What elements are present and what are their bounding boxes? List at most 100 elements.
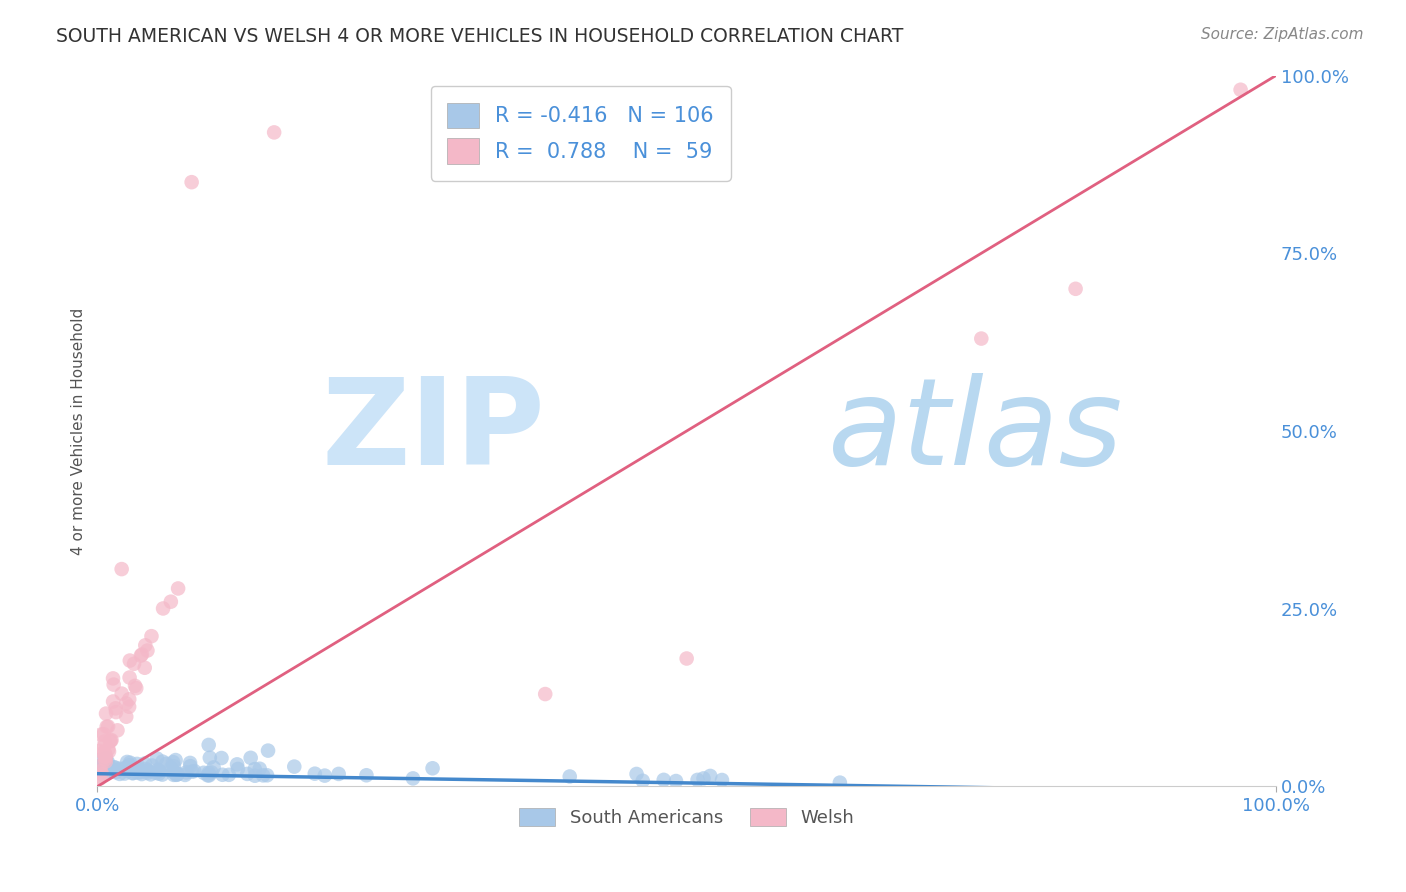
Text: atlas: atlas [828, 373, 1123, 490]
Point [402, 772, 425, 786]
Point [141, 758, 163, 772]
Point [534, 687, 557, 701]
Point [121, 766, 143, 780]
Point [97, 719, 120, 733]
Point [243, 769, 266, 783]
Point [89, 772, 111, 786]
Point [101, 672, 124, 686]
Point [94, 752, 117, 766]
Point [152, 601, 174, 615]
Point [97, 756, 120, 770]
Point [699, 769, 721, 783]
Point [197, 768, 219, 782]
Point [183, 764, 205, 778]
Point [626, 767, 648, 781]
Point [90, 764, 112, 779]
Point [160, 761, 183, 775]
Point [710, 772, 733, 787]
Point [118, 654, 141, 668]
Point [94, 755, 117, 769]
Point [134, 756, 156, 771]
Point [131, 767, 153, 781]
Point [87, 753, 110, 767]
Point [828, 775, 851, 789]
Point [148, 764, 170, 778]
Point [167, 582, 190, 596]
Point [328, 767, 350, 781]
Y-axis label: 4 or more Vehicles in Household: 4 or more Vehicles in Household [72, 308, 86, 555]
Point [105, 705, 128, 719]
Point [356, 768, 378, 782]
Point [193, 765, 215, 780]
Point [160, 595, 183, 609]
Point [163, 768, 186, 782]
Point [96, 759, 118, 773]
Point [166, 767, 188, 781]
Text: SOUTH AMERICAN VS WELSH 4 OR MORE VEHICLES IN HOUSEHOLD CORRELATION CHART: SOUTH AMERICAN VS WELSH 4 OR MORE VEHICL… [56, 27, 904, 45]
Point [165, 768, 187, 782]
Point [141, 629, 163, 643]
Point [115, 755, 138, 769]
Point [970, 332, 993, 346]
Point [136, 764, 159, 779]
Point [257, 743, 280, 757]
Point [115, 710, 138, 724]
Point [134, 661, 156, 675]
Point [139, 767, 162, 781]
Point [125, 681, 148, 695]
Point [96, 758, 118, 772]
Point [314, 769, 336, 783]
Point [115, 697, 138, 711]
Point [692, 772, 714, 786]
Point [114, 766, 136, 780]
Point [97, 742, 120, 756]
Point [100, 764, 122, 778]
Point [675, 651, 697, 665]
Point [148, 766, 170, 780]
Point [202, 760, 225, 774]
Point [98, 745, 121, 759]
Point [104, 701, 127, 715]
Point [118, 756, 141, 770]
Point [239, 751, 262, 765]
Point [94, 751, 117, 765]
Point [118, 758, 141, 772]
Point [197, 738, 219, 752]
Point [104, 761, 127, 775]
Point [162, 755, 184, 769]
Point [686, 772, 709, 787]
Point [134, 638, 156, 652]
Point [1064, 282, 1087, 296]
Point [103, 760, 125, 774]
Point [129, 763, 152, 777]
Point [218, 768, 240, 782]
Point [252, 768, 274, 782]
Point [176, 765, 198, 780]
Point [155, 756, 177, 771]
Point [165, 753, 187, 767]
Text: Source: ZipAtlas.com: Source: ZipAtlas.com [1201, 27, 1364, 42]
Point [146, 751, 169, 765]
Point [100, 733, 122, 747]
Point [198, 768, 221, 782]
Point [96, 766, 118, 780]
Point [124, 679, 146, 693]
Point [179, 759, 201, 773]
Point [118, 692, 141, 706]
Point [256, 768, 278, 782]
Point [558, 770, 581, 784]
Point [90, 727, 112, 741]
Point [93, 746, 115, 760]
Point [96, 720, 118, 734]
Point [136, 643, 159, 657]
Point [100, 733, 122, 747]
Point [108, 767, 131, 781]
Point [263, 125, 285, 139]
Point [236, 767, 259, 781]
Point [1229, 83, 1251, 97]
Point [111, 562, 134, 576]
Point [145, 765, 167, 780]
Point [150, 767, 173, 781]
Point [652, 772, 675, 787]
Point [152, 755, 174, 769]
